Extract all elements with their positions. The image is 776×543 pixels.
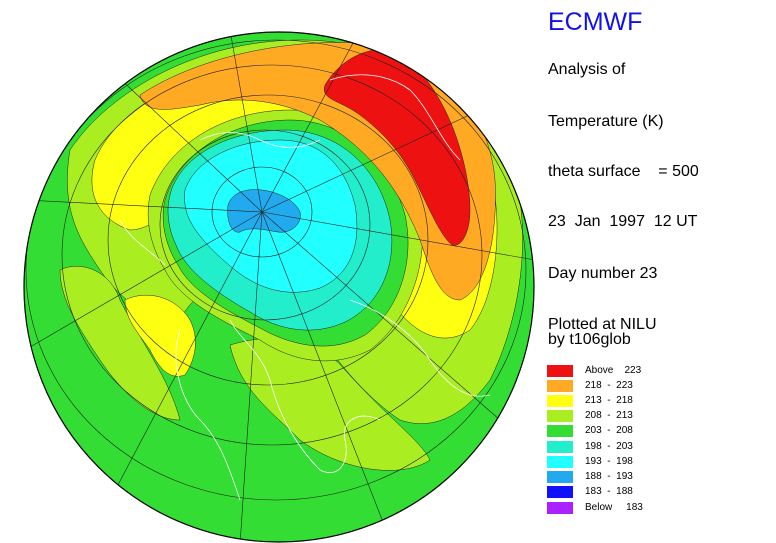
legend-row: 208 - 213 xyxy=(547,410,667,423)
legend-swatch xyxy=(547,502,573,514)
day-line: Day number 23 xyxy=(548,265,658,282)
legend-label: 188 - 193 xyxy=(585,471,633,482)
legend-label: 193 - 198 xyxy=(585,456,633,467)
legend-row: 193 - 198 xyxy=(547,456,667,469)
legend-label: 203 - 208 xyxy=(585,425,633,436)
plotted-line: Plotted at NILU xyxy=(548,316,657,333)
legend-row: Above 223 xyxy=(547,365,667,378)
globe-outline xyxy=(23,31,535,543)
page-title: ECMWF xyxy=(548,8,643,36)
legend-swatch xyxy=(547,380,573,392)
band-213-218-blob xyxy=(124,294,196,377)
program-line: by t106glob xyxy=(548,331,631,348)
legend-row: 198 - 203 xyxy=(547,441,667,454)
temperature-globe-map xyxy=(23,31,535,543)
legend-label: 208 - 213 xyxy=(585,410,633,421)
legend-label: 183 - 188 xyxy=(585,486,633,497)
legend-row: 203 - 208 xyxy=(547,425,667,438)
legend-label: 198 - 203 xyxy=(585,441,633,452)
legend-swatch xyxy=(547,456,573,468)
legend-row: 218 - 223 xyxy=(547,380,667,393)
legend-swatch xyxy=(547,395,573,407)
legend-swatch xyxy=(547,486,573,498)
legend-swatch xyxy=(547,471,573,483)
analysis-line: Analysis of xyxy=(548,61,626,78)
legend-swatch xyxy=(547,425,573,437)
legend-label: Below 183 xyxy=(585,502,643,513)
legend-label: 218 - 223 xyxy=(585,380,633,391)
legend-row: 213 - 218 xyxy=(547,395,667,408)
parameter-line: Temperature (K) xyxy=(548,113,664,130)
legend-row: Below 183 xyxy=(547,502,667,515)
band-208-213-west xyxy=(59,266,181,421)
legend-swatch xyxy=(547,410,573,422)
legend-row: 188 - 193 xyxy=(547,471,667,484)
legend-swatch xyxy=(547,441,573,453)
graticule xyxy=(24,32,534,542)
surface-line: theta surface = 500 xyxy=(548,163,699,180)
date-line: 23 Jan 1997 12 UT xyxy=(548,213,698,230)
legend-swatch xyxy=(547,365,573,377)
legend-row: 183 - 188 xyxy=(547,486,667,499)
legend-label: 213 - 218 xyxy=(585,395,633,406)
legend-label: Above 223 xyxy=(585,365,642,376)
